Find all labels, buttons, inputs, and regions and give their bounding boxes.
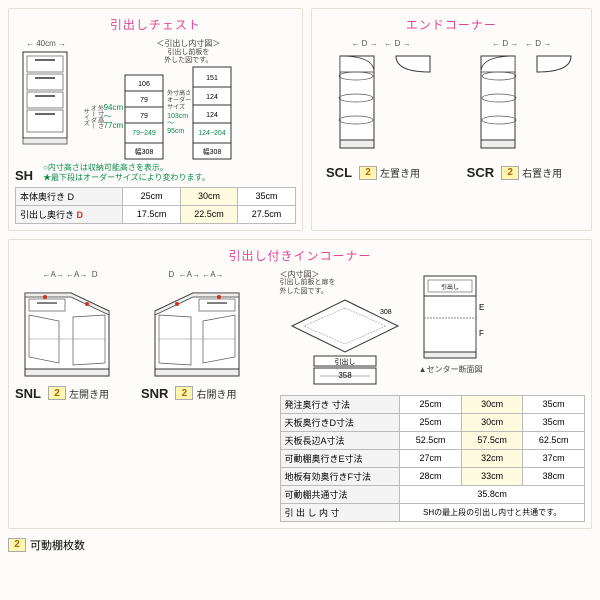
svg-text:151: 151 bbox=[206, 75, 218, 82]
snl-side: 左開き用 bbox=[69, 386, 109, 401]
snr-block: D ←A→ ←A→ SNR 2 右開き用 bbox=[141, 270, 251, 522]
snl-block: ←A→ ←A→ D SNL 2 左開き用 bbox=[15, 270, 125, 522]
svg-text:124: 124 bbox=[206, 94, 218, 101]
row-top: 引出しチェスト ← 40cm → bbox=[8, 8, 592, 231]
sn-drawings: ←A→ ←A→ D SNL 2 左開き用 bbox=[15, 270, 270, 522]
svg-text:308: 308 bbox=[380, 309, 392, 316]
chest-table: 本体奥行き D 25cm 30cm 35cm 引出し奥行き D 17.5cm 2… bbox=[15, 187, 296, 224]
scl-side: 左置き用 bbox=[380, 165, 420, 180]
section-endcorner: エンドコーナー ← D → ← D → SCL 2 bbox=[311, 8, 592, 231]
svg-text:F: F bbox=[479, 329, 484, 338]
section-svg: 引出し E F bbox=[416, 270, 486, 362]
snr-svg bbox=[141, 279, 251, 379]
incorner-right: ＜内寸図＞ 引出し前板と扉を 外した図です。 308 引出し 358 bbox=[280, 270, 585, 522]
legend-text: 可動棚枚数 bbox=[30, 537, 85, 553]
chest-svg bbox=[15, 48, 75, 148]
stack2-svg: 151 124 124 124~204 幅308 bbox=[191, 65, 233, 161]
svg-text:引出し: 引出し bbox=[334, 357, 355, 366]
title-incorner: 引出し付きインコーナー bbox=[15, 244, 585, 270]
table-row: 本体奥行き D 25cm 30cm 35cm bbox=[16, 187, 296, 205]
incorner-section: 引出し E F ▲センター断面図 bbox=[416, 270, 486, 391]
section-incorner: 引出し付きインコーナー ←A→ ←A→ D bbox=[8, 239, 592, 529]
chest-inner-drawings: ＜引出し内寸図＞ 引出し前板を 外した図です。 外寸高さ オーダー サイズ 94… bbox=[81, 39, 296, 161]
chest-drawings: ← 40cm → ＜引出し内寸図＞ 引出し前板を 外した図です。 bbox=[15, 39, 296, 161]
svg-text:124~204: 124~204 bbox=[198, 130, 226, 137]
svg-text:358: 358 bbox=[338, 371, 352, 380]
incorner-table: 発注奥行き 寸法 25cm 30cm 35cm 天板奥行きD寸法 25cm 30… bbox=[280, 395, 585, 522]
legend: 2 可動棚枚数 bbox=[8, 537, 592, 553]
scl-block: ← D → ← D → SCL 2 左置き用 bbox=[326, 39, 436, 180]
inner-header: ＜引出し内寸図＞ bbox=[81, 39, 296, 49]
label-sh: SH bbox=[15, 168, 33, 183]
label-snl: SNL bbox=[15, 386, 41, 401]
svg-text:E: E bbox=[479, 303, 484, 312]
svg-text:79: 79 bbox=[140, 113, 148, 120]
scr-block: ← D → ← D → SCR 2 右置き用 bbox=[467, 39, 577, 180]
scr-side: 右置き用 bbox=[522, 165, 562, 180]
note-g1: ○内寸高さは収納可能高さを表示。 bbox=[43, 163, 296, 173]
incorner-plan: ＜内寸図＞ 引出し前板と扉を 外した図です。 308 引出し 358 bbox=[280, 270, 410, 391]
badge-icon: 2 bbox=[48, 386, 66, 400]
snl-svg bbox=[15, 279, 125, 379]
svg-text:79~249: 79~249 bbox=[132, 130, 156, 137]
snr-side: 右開き用 bbox=[196, 386, 236, 401]
svg-text:79: 79 bbox=[140, 97, 148, 104]
note-g2: ★最下段はオーダーサイズにより変わります。 bbox=[43, 173, 296, 183]
badge-icon: 2 bbox=[501, 166, 519, 180]
svg-text:106: 106 bbox=[138, 81, 150, 88]
plan-svg: 308 引出し 358 bbox=[280, 296, 410, 388]
svg-text:124: 124 bbox=[206, 112, 218, 119]
badge-icon: 2 bbox=[8, 538, 26, 552]
inner-sub: 引出し前板を 外した図です。 bbox=[81, 49, 296, 66]
label-snr: SNR bbox=[141, 386, 168, 401]
scr-svg bbox=[467, 48, 577, 158]
chest-front-drawing: ← 40cm → bbox=[15, 39, 77, 161]
scl-svg bbox=[326, 48, 436, 158]
section-chest: 引出しチェスト ← 40cm → bbox=[8, 8, 303, 231]
dim-width: ← 40cm → bbox=[15, 39, 77, 48]
badge-icon: 2 bbox=[359, 166, 377, 180]
svg-text:幅308: 幅308 bbox=[203, 147, 222, 156]
stack1-svg: 106 79 79 79~249 幅308 bbox=[123, 73, 165, 161]
table-row: 引出し奥行き D 17.5cm 22.5cm 27.5cm bbox=[16, 205, 296, 223]
svg-text:引出し: 引出し bbox=[441, 283, 459, 291]
badge-icon: 2 bbox=[175, 386, 193, 400]
label-scl: SCL bbox=[326, 165, 352, 180]
label-scr: SCR bbox=[467, 165, 494, 180]
svg-text:幅308: 幅308 bbox=[135, 147, 154, 156]
title-chest: 引出しチェスト bbox=[15, 13, 296, 39]
title-endcorner: エンドコーナー bbox=[318, 13, 585, 39]
